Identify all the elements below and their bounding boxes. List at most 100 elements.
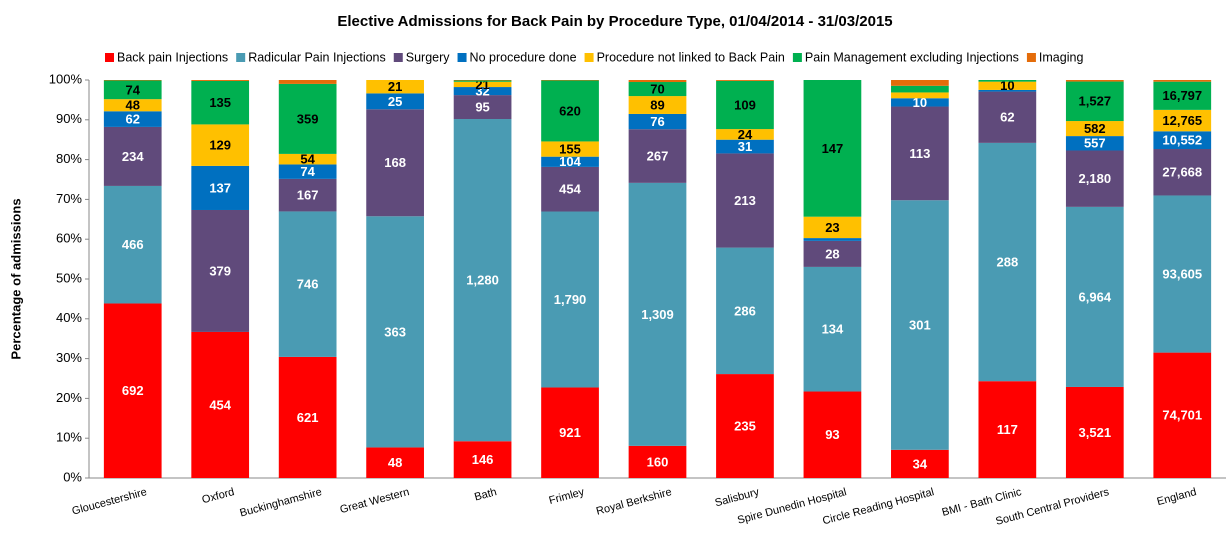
- data-label: 167: [297, 188, 319, 203]
- legend-label: Back pain Injections: [117, 50, 228, 64]
- data-label: 359: [297, 111, 319, 126]
- bar-segment: [1153, 195, 1212, 353]
- bar-segment: [716, 139, 774, 154]
- bar-segment: [453, 95, 512, 120]
- data-label: 74,701: [1162, 408, 1202, 423]
- bar-segment: [891, 98, 949, 107]
- bar-segment: [103, 111, 162, 127]
- data-label: 6,964: [1079, 289, 1112, 304]
- bar-segment: [803, 240, 862, 267]
- bar-segment: [628, 82, 687, 97]
- bar-segment: [891, 85, 949, 93]
- bar-segment: [891, 92, 949, 99]
- data-label: 137: [209, 180, 231, 195]
- bar-segment: [978, 142, 1037, 382]
- data-label: 27,668: [1162, 165, 1202, 180]
- bar-segment: [803, 216, 862, 239]
- bar-segment: [628, 445, 687, 478]
- bar-segment: [1065, 81, 1124, 122]
- bar-segment: [103, 80, 162, 81]
- data-label: 23: [825, 220, 839, 235]
- data-label: 235: [734, 418, 756, 433]
- data-label: 48: [125, 98, 139, 113]
- bar-segment: [453, 87, 512, 96]
- data-label: 104: [559, 154, 581, 169]
- data-label: 466: [122, 237, 144, 252]
- data-label: 454: [209, 397, 231, 412]
- bar-segment: [628, 96, 687, 114]
- bar-segment: [278, 153, 337, 165]
- y-tick-label: 70%: [56, 191, 82, 206]
- bar-segment: [1065, 386, 1124, 478]
- bar-segment: [366, 80, 424, 94]
- bar-segment: [191, 80, 250, 81]
- bar-segment: [716, 80, 774, 130]
- data-label: 21: [388, 79, 402, 94]
- data-label: 582: [1084, 121, 1106, 136]
- data-label: 21: [475, 77, 489, 92]
- bar-segment: [541, 166, 599, 212]
- bar-segment: [541, 156, 599, 167]
- bar-segment: [191, 209, 250, 332]
- legend-swatch: [236, 53, 246, 62]
- bar-segment: [1153, 109, 1212, 132]
- bar-segment: [628, 129, 687, 183]
- x-tick-label: Bath: [473, 486, 498, 503]
- bar-segment: [1065, 121, 1124, 137]
- bar-segment: [1065, 150, 1124, 207]
- bar-segment: [978, 91, 1037, 143]
- bar-segment: [1065, 80, 1124, 82]
- legend-swatch: [792, 53, 802, 62]
- x-tick-label: Royal Berkshire: [595, 486, 673, 518]
- x-tick-label: Frimley: [548, 486, 586, 507]
- data-label: 95: [475, 99, 489, 114]
- bar-segment: [1065, 136, 1124, 151]
- legend-swatch: [457, 53, 467, 62]
- bar-segment: [103, 185, 162, 304]
- data-label: 48: [388, 455, 402, 470]
- legend-swatch: [393, 53, 403, 62]
- data-label: 557: [1084, 136, 1106, 151]
- bar-segment: [1065, 206, 1124, 387]
- y-tick-label: 100%: [49, 71, 83, 86]
- data-label: 160: [647, 454, 669, 469]
- bar-segment: [891, 80, 949, 86]
- bar-segment: [453, 119, 512, 442]
- bar-segment: [278, 356, 337, 478]
- y-axis-title: Percentage of admissions: [8, 198, 23, 359]
- data-label: 363: [384, 324, 406, 339]
- bar-segment: [716, 129, 774, 140]
- data-label: 76: [650, 114, 664, 129]
- data-label: 1,280: [466, 273, 499, 288]
- y-tick-label: 0%: [63, 469, 82, 484]
- data-label: 62: [1000, 110, 1014, 125]
- y-tick-label: 10%: [56, 430, 82, 445]
- bar-segment: [191, 331, 250, 478]
- bar-segment: [716, 80, 774, 81]
- x-tick-label: Great Western: [339, 486, 411, 516]
- bar-segment: [278, 83, 337, 154]
- bar-segment: [366, 93, 424, 110]
- y-tick-label: 90%: [56, 111, 82, 126]
- bar-segment: [453, 81, 512, 88]
- bar-segment: [453, 80, 512, 81]
- bar-segment: [803, 238, 862, 241]
- bar-segment: [803, 391, 862, 478]
- bar-segment: [891, 449, 949, 478]
- legend-label: Radicular Pain Injections: [248, 50, 386, 64]
- data-label: 1,527: [1079, 94, 1112, 109]
- y-tick-label: 20%: [56, 390, 82, 405]
- bar-segment: [716, 374, 774, 478]
- data-label: 10: [1000, 78, 1014, 93]
- legend-swatch: [1026, 53, 1036, 62]
- bar-segment: [103, 80, 162, 100]
- bar-segment: [891, 200, 949, 450]
- bar-segment: [278, 178, 337, 212]
- data-label: 28: [825, 246, 839, 261]
- y-tick-label: 60%: [56, 231, 82, 246]
- bar-segment: [366, 447, 424, 478]
- data-label: 12,765: [1162, 113, 1202, 128]
- bar-segment: [453, 80, 512, 82]
- data-label: 93: [825, 427, 839, 442]
- x-tick-label: Salisbury: [714, 486, 761, 509]
